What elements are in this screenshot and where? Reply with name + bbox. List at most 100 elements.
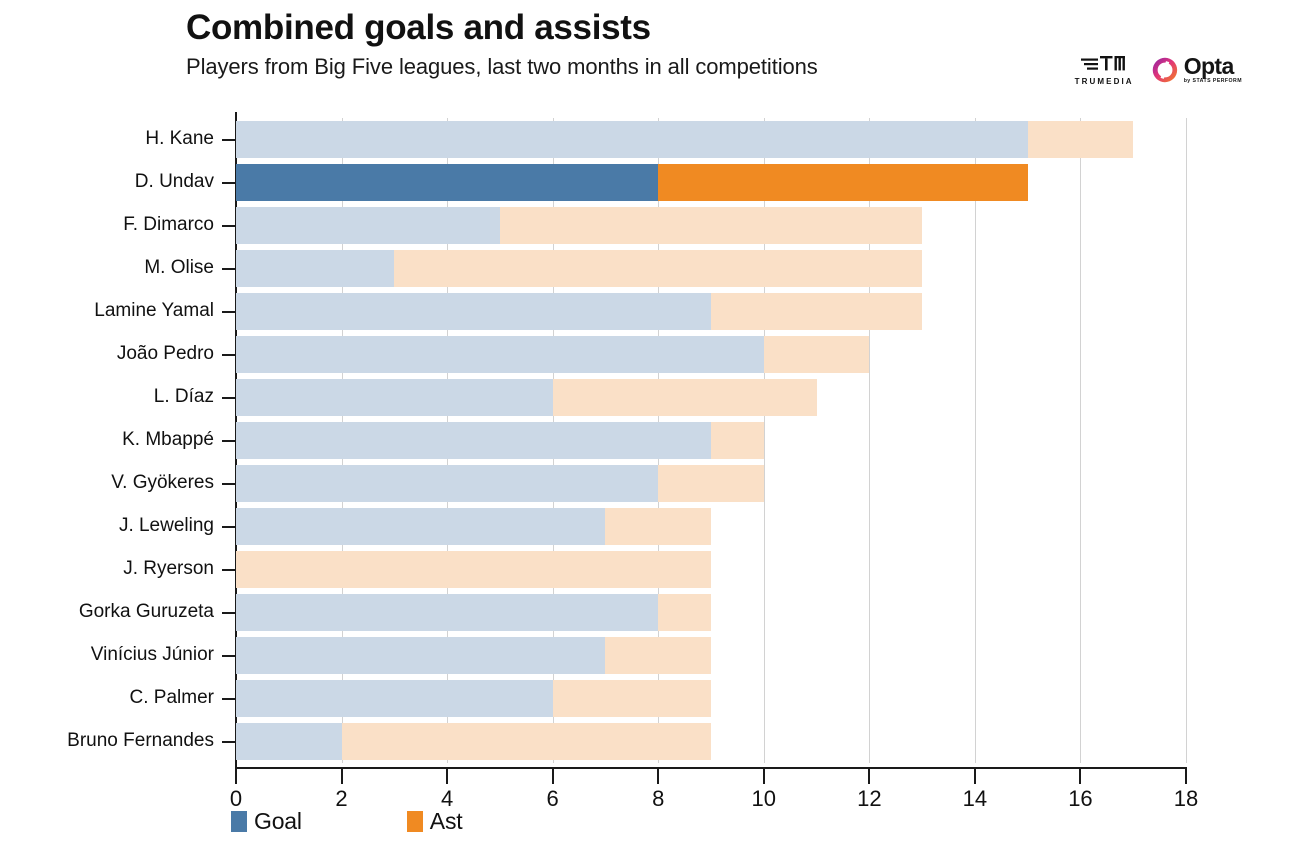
opta-circle-icon <box>1152 57 1177 83</box>
bar-segment-ast[interactable] <box>1027 121 1134 158</box>
x-axis-spine <box>235 767 1187 769</box>
gridline <box>763 118 765 763</box>
bar-row[interactable] <box>236 121 1134 158</box>
gridline <box>1186 118 1187 763</box>
bar-segment-ast[interactable] <box>711 422 764 459</box>
legend-label-ast: Ast <box>429 808 463 834</box>
bar-segment-ast[interactable] <box>658 465 764 502</box>
x-axis-tick <box>340 769 343 784</box>
bar-segment-goal[interactable] <box>236 465 659 502</box>
gridline <box>974 118 976 763</box>
bar-row[interactable] <box>236 422 764 459</box>
plot-area <box>236 118 1187 763</box>
x-axis-label-4: 4 <box>440 786 454 811</box>
x-axis-tick <box>235 769 237 784</box>
y-axis-label-12: Vinícius Júnior <box>90 643 214 665</box>
chart-legend: Goal Ast <box>231 808 463 835</box>
y-axis-tick <box>222 482 236 485</box>
y-axis-tick <box>222 353 236 356</box>
legend-label-goal: Goal <box>254 808 302 834</box>
y-axis-tick <box>222 697 236 700</box>
bar-segment-ast[interactable] <box>658 164 1028 201</box>
bar-row[interactable] <box>236 465 764 502</box>
x-axis-label-16: 16 <box>1068 786 1093 811</box>
bar-row[interactable] <box>236 250 923 287</box>
bar-segment-ast[interactable] <box>658 594 711 631</box>
x-axis-tick <box>446 769 449 784</box>
bar-row[interactable] <box>236 594 711 631</box>
opta-logo: Opta by STATS PERFORM <box>1152 55 1242 84</box>
y-axis-tick <box>222 654 236 657</box>
bar-segment-goal[interactable] <box>236 336 764 373</box>
bar-segment-goal[interactable] <box>236 637 606 674</box>
bar-segment-ast[interactable] <box>236 551 711 588</box>
bar-segment-ast[interactable] <box>605 508 711 545</box>
bar-segment-goal[interactable] <box>236 121 1028 158</box>
bar-row[interactable] <box>236 551 711 588</box>
x-axis-tick <box>1079 769 1082 784</box>
y-axis-tick <box>222 267 236 270</box>
y-axis-label-1: D. Undav <box>134 170 214 192</box>
bar-segment-goal[interactable] <box>236 379 553 416</box>
y-axis-label-5: João Pedro <box>116 342 214 364</box>
bar-segment-goal[interactable] <box>236 250 395 287</box>
y-axis-label-2: F. Dimarco <box>123 213 214 235</box>
bar-segment-ast[interactable] <box>711 293 923 330</box>
bar-segment-ast[interactable] <box>763 336 870 373</box>
bar-segment-ast[interactable] <box>394 250 923 287</box>
bar-row[interactable] <box>236 379 817 416</box>
y-axis-label-14: Bruno Fernandes <box>67 729 214 751</box>
y-axis-label-4: Lamine Yamal <box>94 299 214 321</box>
x-axis-tick <box>657 769 660 784</box>
x-axis-tick <box>762 769 765 784</box>
bar-row[interactable] <box>236 164 1028 201</box>
gridline <box>869 118 871 763</box>
bar-segment-goal[interactable] <box>236 207 500 244</box>
bar-row[interactable] <box>236 637 711 674</box>
x-axis-label-10: 10 <box>751 786 776 811</box>
y-axis-label-9: J. Leweling <box>118 514 214 536</box>
x-axis-tick <box>973 769 976 784</box>
bar-segment-ast[interactable] <box>552 379 817 416</box>
y-axis-tick <box>222 568 236 571</box>
bar-segment-goal[interactable] <box>236 508 606 545</box>
y-axis-label-11: Gorka Guruzeta <box>78 600 214 622</box>
page-title: Combined goals and assists <box>186 8 651 47</box>
trumedia-mark-icon <box>1081 56 1126 71</box>
x-axis-label-0: 0 <box>229 786 243 811</box>
bar-segment-ast[interactable] <box>499 207 923 244</box>
bar-segment-goal[interactable] <box>236 164 659 201</box>
y-axis-label-13: C. Palmer <box>129 686 214 708</box>
x-axis-label-12: 12 <box>857 786 882 811</box>
bar-segment-goal[interactable] <box>236 723 342 760</box>
bar-segment-goal[interactable] <box>236 293 711 330</box>
legend-swatch-ast <box>406 811 423 832</box>
y-axis-tick <box>222 138 236 141</box>
y-axis-label-0: H. Kane <box>145 127 214 149</box>
y-axis-tick <box>222 224 236 227</box>
bar-segment-ast[interactable] <box>605 637 711 674</box>
legend-item-ast[interactable]: Ast <box>406 808 463 835</box>
bar-row[interactable] <box>236 508 711 545</box>
x-axis-label-6: 6 <box>546 786 559 811</box>
bar-row[interactable] <box>236 336 870 373</box>
bar-row[interactable] <box>236 207 923 244</box>
x-axis-label-2: 2 <box>335 786 348 811</box>
y-axis-tick <box>222 740 236 743</box>
bar-segment-ast[interactable] <box>552 680 711 717</box>
bar-segment-goal[interactable] <box>236 680 553 717</box>
bar-segment-goal[interactable] <box>236 422 711 459</box>
y-axis-label-10: J. Ryerson <box>123 557 214 579</box>
y-axis-label-3: M. Olise <box>144 256 214 278</box>
bar-segment-goal[interactable] <box>236 594 659 631</box>
bar-row[interactable] <box>236 293 923 330</box>
y-axis-tick <box>222 396 236 399</box>
bar-row[interactable] <box>236 680 711 717</box>
x-axis-label-18: 18 <box>1173 786 1199 811</box>
legend-item-goal[interactable]: Goal <box>231 808 302 835</box>
y-axis-tick <box>222 181 236 184</box>
bar-row[interactable] <box>236 723 711 760</box>
chart-header: Combined goals and assists Players from … <box>0 0 1296 110</box>
bar-segment-ast[interactable] <box>341 723 711 760</box>
logo-group: TRUMEDIA Opta by STATS PERFORM <box>1075 54 1242 86</box>
